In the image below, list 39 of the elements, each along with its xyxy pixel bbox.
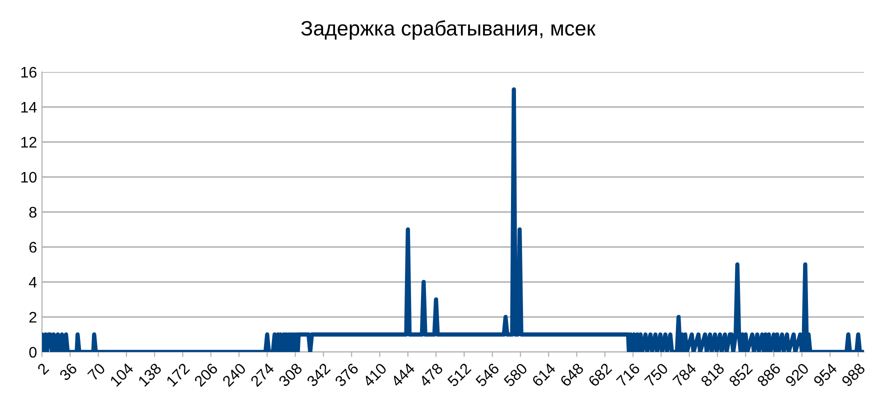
x-tick-label: 36 bbox=[58, 362, 78, 382]
x-tick-label: 70 bbox=[87, 362, 106, 382]
x-tick-label: 682 bbox=[588, 362, 612, 388]
x-tick-label: 138 bbox=[138, 362, 162, 387]
x-tick-label: 308 bbox=[278, 362, 303, 388]
x-tick-label: 818 bbox=[700, 362, 725, 388]
x-tick-label: 784 bbox=[672, 362, 697, 388]
chart-title: Задержка срабатывания, мсек bbox=[301, 20, 596, 40]
x-tick-label: 376 bbox=[334, 362, 360, 388]
x-tick-label: 206 bbox=[194, 362, 218, 388]
x-tick-label: 614 bbox=[531, 362, 556, 388]
y-tick-label: 10 bbox=[21, 172, 37, 183]
x-tick-label: 342 bbox=[306, 362, 331, 388]
y-tick-label: 12 bbox=[21, 136, 36, 148]
x-tick-label: 920 bbox=[784, 362, 810, 388]
x-tick-label: 512 bbox=[446, 362, 472, 388]
x-tick-label: 274 bbox=[250, 362, 275, 388]
x-tick-label: 716 bbox=[616, 362, 641, 388]
x-tick-label: 852 bbox=[728, 362, 754, 388]
x-tick-label: 546 bbox=[475, 362, 500, 388]
x-tick-label: 954 bbox=[812, 362, 838, 388]
x-tick-label: 750 bbox=[644, 362, 669, 388]
x-tick-label: 648 bbox=[560, 362, 584, 388]
y-tick-label: 2 bbox=[29, 312, 36, 323]
y-tick-label: 16 bbox=[21, 66, 36, 78]
x-tick-label: 886 bbox=[756, 362, 782, 388]
x-tick-label: 104 bbox=[110, 362, 134, 387]
y-tick-label: 14 bbox=[21, 102, 37, 113]
x-tick-label: 580 bbox=[503, 362, 528, 388]
x-tick-label: 988 bbox=[840, 362, 866, 388]
y-tick-label: 4 bbox=[28, 277, 37, 288]
x-tick-label: 410 bbox=[362, 362, 388, 388]
y-tick-label: 0 bbox=[29, 346, 37, 358]
x-tick-label: 172 bbox=[166, 362, 190, 387]
y-tick-label: 6 bbox=[29, 242, 36, 253]
x-tick-label: 478 bbox=[418, 362, 444, 388]
y-tick-label: 8 bbox=[29, 206, 36, 218]
x-tick-label: 444 bbox=[390, 362, 416, 388]
x-tick-label: 240 bbox=[222, 362, 247, 388]
